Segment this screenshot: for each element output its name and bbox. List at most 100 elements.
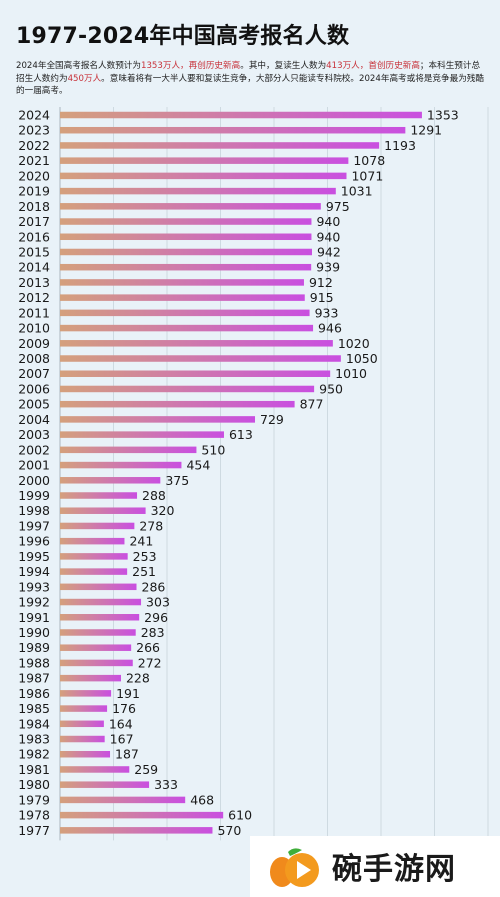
watermark: 碗手游网 (250, 836, 500, 897)
bar (60, 811, 224, 819)
data-label: 468 (190, 792, 214, 807)
data-label: 1050 (346, 351, 378, 366)
desc-text-1: 2024年全国高考报名人数预计为 (16, 61, 141, 71)
bar (60, 340, 333, 347)
data-label: 251 (132, 564, 156, 579)
y-tick-label: 2005 (18, 397, 50, 412)
bar (60, 507, 146, 514)
y-tick-label: 1982 (18, 747, 50, 762)
data-label: 940 (316, 214, 340, 229)
bar (60, 400, 295, 408)
data-label: 241 (129, 534, 153, 549)
y-tick-label: 1994 (18, 564, 50, 579)
y-tick-label: 2009 (18, 336, 50, 351)
bar (60, 598, 142, 606)
y-tick-label: 1984 (18, 716, 50, 731)
data-label: 729 (260, 412, 284, 427)
data-label: 1031 (341, 184, 373, 199)
bar (60, 690, 112, 697)
bar (60, 537, 125, 545)
bar (60, 233, 312, 241)
bar (60, 674, 121, 682)
bar (60, 309, 310, 317)
y-tick-label: 2000 (18, 473, 50, 488)
data-label: 940 (316, 229, 340, 244)
watermark-text: 碗手游网 (332, 852, 456, 887)
data-label: 266 (136, 640, 160, 655)
y-tick-label: 1991 (18, 610, 50, 625)
y-tick-label: 2002 (18, 442, 50, 457)
y-tick-label: 1978 (18, 808, 50, 823)
y-tick-label: 2022 (18, 138, 50, 153)
y-tick-label: 1988 (18, 655, 50, 670)
data-label: 228 (126, 671, 150, 686)
data-label: 942 (317, 244, 341, 259)
bar (60, 142, 380, 149)
data-label: 296 (144, 610, 168, 625)
bar (60, 248, 312, 256)
bar (60, 522, 135, 530)
data-label: 191 (116, 686, 140, 701)
y-tick-label: 2023 (18, 123, 50, 138)
y-tick-label: 2021 (18, 153, 50, 168)
data-label: 253 (133, 549, 157, 564)
bar (60, 157, 349, 164)
bar (60, 659, 133, 667)
y-tick-label: 1981 (18, 762, 50, 777)
data-label: 1353 (427, 108, 459, 123)
page-title: 1977-2024年中国高考报名人数 (16, 24, 350, 49)
bar (60, 781, 150, 788)
y-tick-label: 1996 (18, 534, 50, 549)
y-tick-label: 2001 (18, 458, 50, 473)
chart-labels: 2024 1353 2023 1291 2022 1193 2021 1078 2020 1071… (18, 108, 459, 838)
y-tick-label: 1985 (18, 701, 50, 716)
bar (60, 750, 111, 758)
bar (60, 416, 256, 423)
bar (60, 187, 336, 195)
bar (60, 644, 132, 651)
y-tick-label: 2007 (18, 366, 50, 381)
bar (60, 614, 140, 621)
data-label: 1010 (335, 366, 367, 381)
y-tick-label: 2011 (18, 305, 50, 320)
bar (60, 583, 137, 591)
data-label: 510 (201, 442, 225, 457)
data-label: 303 (146, 595, 170, 610)
bar (60, 553, 128, 560)
bar (60, 629, 136, 636)
bar (60, 355, 341, 362)
y-tick-label: 1998 (18, 503, 50, 518)
data-label: 259 (134, 762, 158, 777)
data-label: 333 (154, 777, 178, 792)
bar (60, 385, 315, 393)
bar (60, 324, 314, 332)
data-label: 454 (186, 458, 210, 473)
y-tick-label: 2014 (18, 260, 50, 275)
y-tick-label: 2003 (18, 427, 50, 442)
bar (60, 370, 331, 377)
bar (60, 568, 128, 575)
y-tick-label: 1979 (18, 792, 50, 807)
data-label: 1078 (353, 153, 385, 168)
data-label: 283 (141, 625, 165, 640)
bar (60, 431, 224, 438)
y-tick-label: 2019 (18, 184, 50, 199)
y-tick-label: 1980 (18, 777, 50, 792)
bar (60, 203, 321, 210)
bar (60, 766, 130, 773)
bar (60, 446, 197, 454)
bar (60, 111, 422, 119)
y-tick-label: 2018 (18, 199, 50, 214)
data-label: 272 (138, 655, 162, 670)
y-tick-label: 1977 (18, 823, 50, 838)
data-label: 187 (115, 747, 139, 762)
data-label: 1291 (410, 123, 442, 138)
bar (60, 294, 305, 301)
desc-text-3: ；本科生预计总招生人数约为 (16, 61, 481, 84)
y-tick-label: 1986 (18, 686, 50, 701)
data-label: 286 (142, 579, 166, 594)
data-label: 320 (151, 503, 175, 518)
bar (60, 263, 312, 271)
bar (60, 705, 108, 712)
